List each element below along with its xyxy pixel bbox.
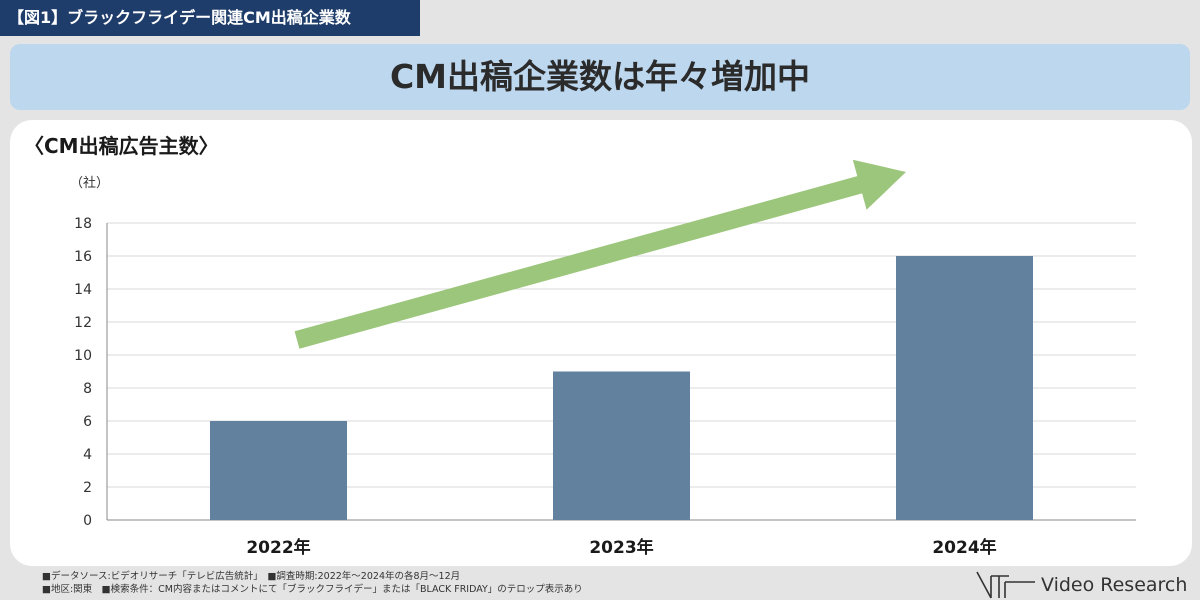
logo-mark-icon [976, 571, 1035, 599]
video-research-logo: Video Research [975, 566, 1190, 600]
bar [896, 256, 1033, 520]
y-axis-unit-label: （社） [70, 176, 110, 191]
y-tick-label: 4 [83, 447, 92, 463]
y-tick-label: 14 [74, 282, 92, 298]
source-notes: ■データソース:ビデオリサーチ「テレビ広告統計」 ■調査時期:2022年～202… [42, 570, 583, 596]
y-tick-label: 18 [74, 216, 92, 232]
y-tick-label: 8 [83, 381, 92, 397]
headline-banner: CM出稿企業数は年々増加中 [10, 44, 1190, 110]
x-tick-label: 2022年 [246, 537, 310, 558]
y-tick-label: 0 [83, 513, 92, 529]
y-tick-label: 16 [74, 249, 92, 265]
figure-tag: 【図1】ブラックフライデー関連CM出稿企業数 [0, 0, 420, 36]
bar [210, 421, 347, 520]
y-tick-label: 6 [83, 414, 92, 430]
y-tick-label: 12 [74, 315, 92, 331]
source-note-line-1: ■データソース:ビデオリサーチ「テレビ広告統計」 ■調査時期:2022年～202… [42, 571, 461, 582]
x-tick-label: 2024年 [932, 537, 996, 558]
y-tick-label: 10 [74, 348, 92, 364]
y-tick-label: 2 [83, 480, 92, 496]
bar [553, 371, 690, 520]
chart-title: 〈CM出稿広告主数〉 [24, 134, 219, 158]
logo-text: Video Research [1041, 574, 1188, 596]
source-note-line-2: ■地区:関東 ■検索条件：CM内容またはコメントにて「ブラックフライデー」または… [42, 584, 583, 595]
x-tick-label: 2023年 [589, 537, 653, 558]
trend-arrow-icon [294, 159, 907, 349]
